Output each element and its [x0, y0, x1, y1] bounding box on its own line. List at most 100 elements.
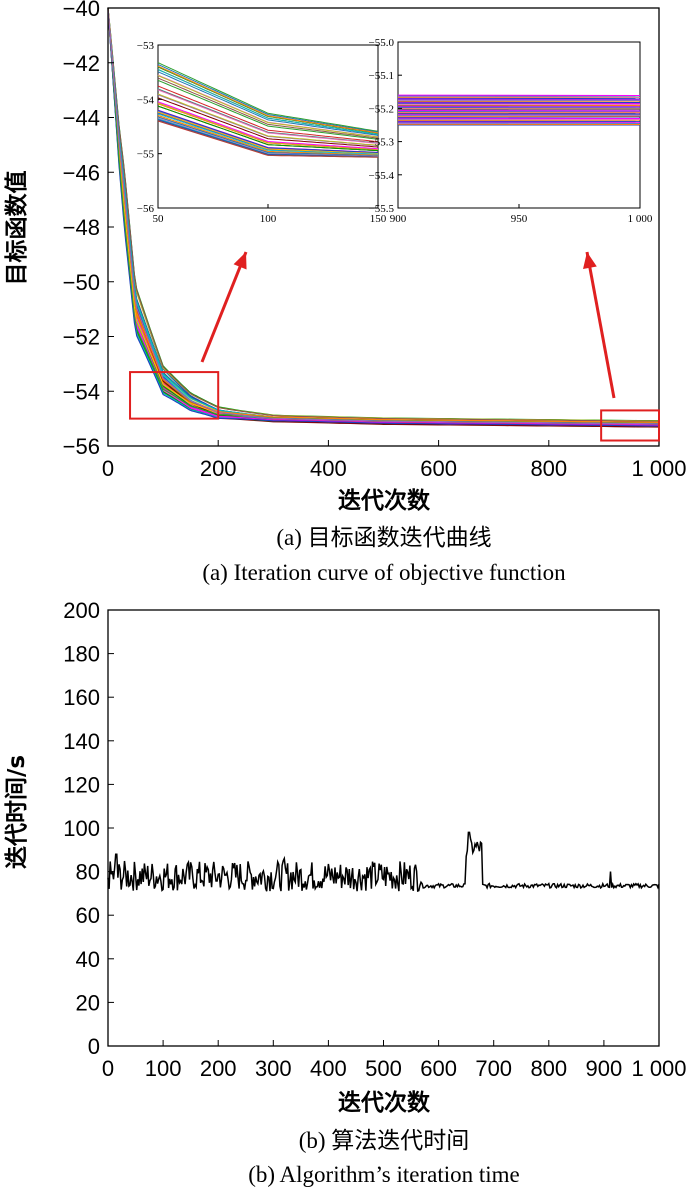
b-y-tick-label: 0	[88, 1034, 100, 1059]
inset-1-series-line	[157, 71, 379, 136]
a-arrow-1-line	[200, 251, 248, 363]
b-y-tick-label: 120	[63, 772, 100, 797]
inset-2-series-line	[397, 115, 641, 118]
a-caption-en: (a) Iteration curve of objective functio…	[202, 560, 566, 585]
b-x-tick-label: 0	[102, 1056, 114, 1081]
inset-1-y-tick-label: −56	[137, 203, 155, 215]
a-series-line	[107, 8, 660, 427]
a-y-tick-label: −46	[63, 160, 100, 185]
a-arrow-2-line	[585, 251, 616, 399]
a-y-tick-label: −56	[63, 434, 100, 459]
a-y-tick-label: −44	[63, 106, 100, 131]
b-y-axis-title: 迭代时间/s	[4, 755, 30, 869]
a-y-tick-label: −52	[63, 325, 100, 350]
b-x-axis-title: 迭代次数	[338, 1089, 431, 1116]
a-ticks: 0 200 400 600 800 1 000 −40 −42 −44 −46 −48 −50 −52 −…	[63, 0, 687, 481]
a-inset-1: 50 100 150 −53 −54 −55 −56	[137, 40, 387, 225]
b-x-tick-label: 500	[365, 1056, 402, 1081]
inset-1-series-line	[157, 75, 379, 138]
inset-1-series-line	[157, 69, 379, 135]
a-x-tick-label: 200	[200, 456, 237, 481]
a-y-axis-title: 目标函数值	[3, 171, 30, 286]
a-series-line	[107, 8, 660, 425]
inset-2-y-tick-label: −55.4	[369, 170, 395, 182]
a-series-group	[107, 7, 660, 428]
inset-1-series-line	[157, 77, 379, 139]
b-y-tick-label: 20	[76, 990, 100, 1015]
inset-1-series-line	[157, 102, 379, 150]
b-caption-cn: (b) 算法迭代时间	[299, 1128, 470, 1153]
b-x-tick-label: 300	[255, 1056, 292, 1081]
a-x-tick-label: 800	[530, 456, 567, 481]
a-series-line	[107, 7, 660, 422]
b-series-line	[107, 831, 660, 892]
b-y-tick-label: 140	[63, 729, 100, 754]
a-arrows	[200, 251, 616, 399]
a-y-tick-label: −42	[63, 51, 100, 76]
b-caption-en: (b) Algorithm’s iteration time	[248, 1162, 520, 1187]
a-x-tick-label: 600	[420, 456, 457, 481]
a-x-tick-label: 1 000	[631, 456, 686, 481]
inset-1-series-line	[157, 62, 379, 132]
inset-1-x-tick-label: 100	[260, 213, 277, 225]
a-arrow-2-head	[583, 252, 597, 270]
inset-2-y-tick-label: −55.3	[369, 137, 395, 149]
inset-1-series-line	[157, 101, 379, 150]
inset-2-y-tick-label: −55.1	[369, 70, 394, 82]
a-highlight-box	[600, 409, 661, 442]
a-highlight-box	[129, 371, 220, 420]
a-x-tick-label: 400	[310, 456, 347, 481]
a-caption-cn: (a) 目标函数迭代曲线	[276, 525, 491, 550]
b-x-tick-label: 900	[586, 1056, 623, 1081]
b-y-tick-label: 160	[63, 685, 100, 710]
inset-1-series-line	[157, 120, 378, 158]
inset-1-x-tick-label: 50	[153, 213, 165, 225]
b-x-tick-label: 200	[200, 1056, 237, 1081]
b-y-tick-label: 180	[63, 642, 100, 667]
a-x-axis-title: 迭代次数	[338, 487, 431, 514]
b-y-tick-label: 60	[76, 903, 100, 928]
b-y-tick-label: 200	[63, 598, 100, 623]
b-plot-frame	[107, 609, 660, 1047]
inset-1-series-line	[157, 93, 379, 146]
inset-2-y-tick-label: −55.0	[369, 37, 395, 49]
inset-1-x-tick-label: 150	[370, 213, 387, 225]
inset-1-series-line	[157, 97, 379, 148]
inset-1-series-line	[157, 63, 379, 133]
b-x-tick-label: 100	[145, 1056, 182, 1081]
inset-2-x-tick-label: 950	[511, 213, 528, 225]
b-y-tick-label: 80	[76, 860, 100, 885]
inset-2-y-tick-label: −55.5	[369, 203, 395, 215]
a-y-tick-label: −54	[63, 379, 100, 404]
a-arrow-1-head	[233, 252, 247, 270]
inset-1-series-line	[157, 89, 379, 144]
b-x-tick-label: 1 000	[631, 1056, 686, 1081]
inset-2-x-tick-label: 900	[390, 213, 407, 225]
inset-2-series-line	[397, 122, 641, 124]
inset-2-y-tick-label: −55.2	[369, 103, 394, 115]
a-inset-2: 900 950 1 000 −55.0 −55.1 −55.2 −55.3 −55.4 −55.…	[369, 37, 653, 225]
inset-1-series-line	[157, 105, 379, 152]
b-x-tick-label: 600	[420, 1056, 457, 1081]
inset-1-series-line	[157, 114, 379, 156]
inset-2-series-line	[397, 102, 641, 104]
b-y-tick-label: 40	[76, 947, 100, 972]
b-x-tick-label: 700	[475, 1056, 512, 1081]
inset-1-series-line	[157, 79, 379, 140]
chart-a: 0 200 400 600 800 1 000 −40 −42 −44 −46 −48 −50 −52 −…	[3, 0, 687, 585]
inset-1-y-tick-label: −55	[137, 149, 155, 161]
a-y-tick-label: −48	[63, 215, 100, 240]
inset-1-series-line	[157, 85, 379, 143]
inset-2-series-line	[397, 116, 641, 118]
a-x-tick-label: 0	[102, 456, 114, 481]
a-y-tick-label: −40	[63, 0, 100, 21]
inset-1-series-line	[157, 111, 379, 154]
b-y-tick-label: 100	[63, 816, 100, 841]
inset-2-x-tick-label: 1 000	[628, 213, 653, 225]
inset-1-series-line	[157, 116, 379, 156]
inset-1-y-tick-label: −53	[137, 40, 155, 52]
b-x-tick-label: 800	[530, 1056, 567, 1081]
inset-1-series-line	[157, 109, 379, 153]
b-ticks: 0 100 200 300 400 500 600 700 800 900 1 000 0 20 40 60…	[63, 598, 686, 1081]
chart-b: 0 100 200 300 400 500 600 700 800 900 1 000 0 20 40 60…	[4, 598, 687, 1187]
